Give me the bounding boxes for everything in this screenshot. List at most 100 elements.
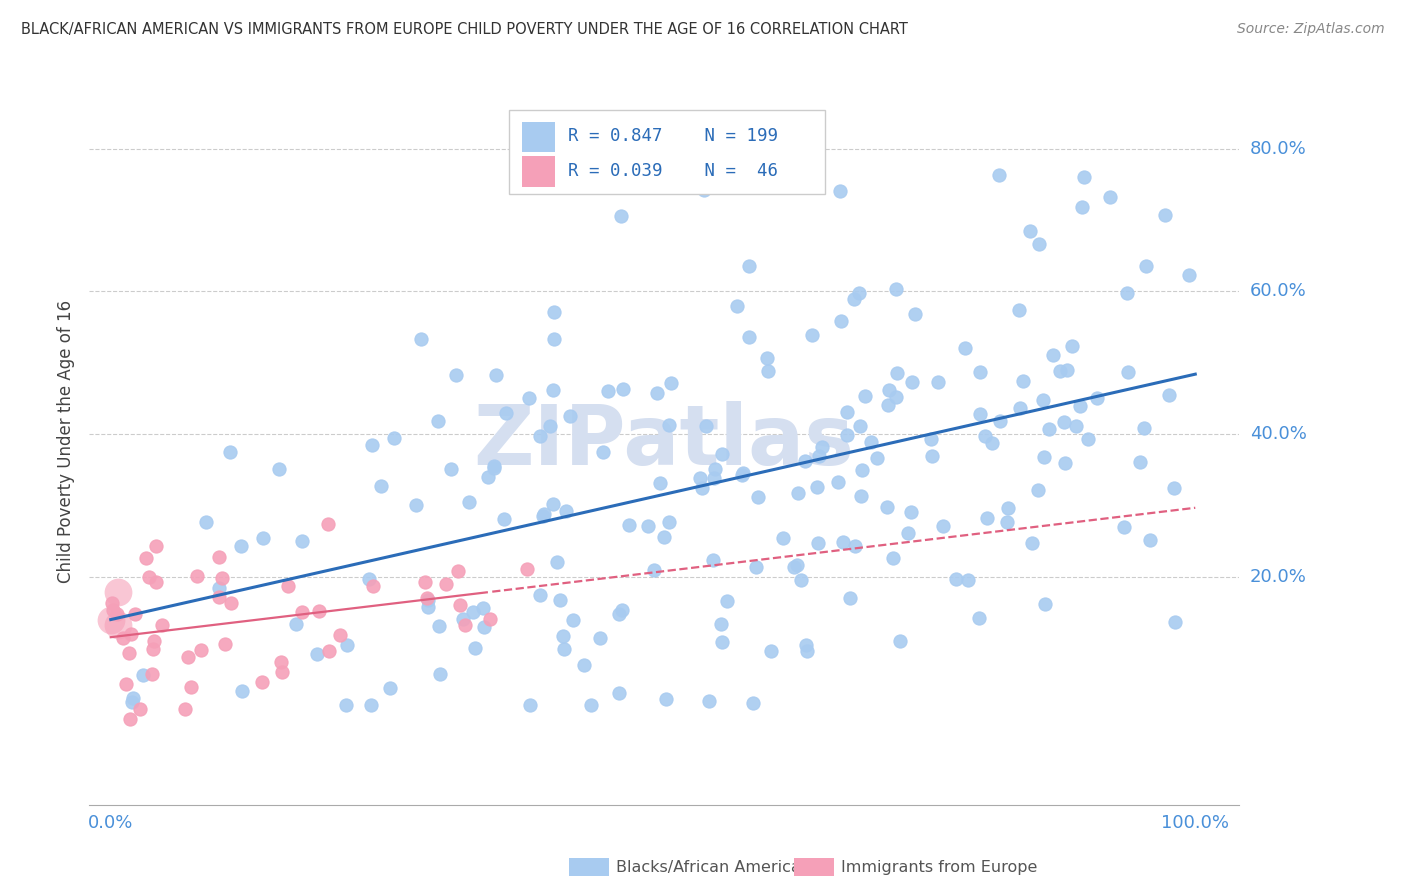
Point (360, 698, 382, 712)
Point (807, 536, 830, 550)
Point (786, 558, 808, 572)
Point (1054, 456, 1077, 470)
Point (112, 631, 135, 645)
Point (607, 607, 630, 621)
Point (543, 497, 565, 511)
Point (658, 515, 681, 529)
Point (361, 579, 384, 593)
Point (105, 607, 128, 621)
Point (186, 569, 208, 583)
Point (142, 641, 165, 656)
Point (416, 593, 439, 607)
Point (529, 429, 551, 443)
Point (1049, 364, 1071, 378)
Point (794, 453, 817, 467)
Point (142, 633, 165, 648)
Point (177, 650, 200, 665)
Point (440, 462, 463, 476)
Point (543, 305, 565, 319)
Point (652, 530, 675, 544)
Point (145, 540, 167, 554)
Text: Immigrants from Europe: Immigrants from Europe (841, 860, 1038, 874)
Point (956, 573, 979, 587)
Point (1021, 535, 1043, 549)
Point (901, 375, 924, 389)
Point (690, 481, 713, 495)
Text: R = 0.039    N =  46: R = 0.039 N = 46 (568, 161, 779, 179)
Point (1098, 189, 1121, 203)
Point (697, 693, 720, 707)
Point (291, 534, 314, 549)
Point (461, 606, 484, 620)
Point (747, 490, 769, 504)
Point (1053, 415, 1076, 429)
Point (658, 418, 681, 433)
Point (429, 667, 451, 681)
Point (308, 604, 330, 618)
Point (124, 607, 146, 622)
Point (529, 588, 551, 602)
Point (900, 505, 922, 519)
Point (1033, 450, 1056, 464)
Point (607, 686, 630, 700)
Point (794, 638, 817, 652)
Point (787, 485, 810, 500)
Point (876, 500, 898, 514)
Point (1077, 432, 1099, 446)
Point (118, 646, 141, 660)
Point (889, 634, 911, 648)
Point (801, 328, 824, 343)
Point (1064, 419, 1087, 434)
Point (849, 489, 872, 503)
Point (1028, 236, 1050, 251)
Point (806, 480, 828, 494)
Point (541, 384, 564, 398)
Point (770, 154, 793, 169)
Point (546, 555, 568, 569)
Point (121, 691, 143, 706)
Bar (523, 122, 554, 153)
Point (1129, 455, 1152, 469)
Point (357, 572, 380, 586)
Point (553, 642, 575, 657)
Text: 80.0%: 80.0% (1250, 140, 1306, 158)
Text: 20.0%: 20.0% (1250, 567, 1306, 585)
Point (1007, 302, 1029, 317)
Point (695, 419, 717, 434)
Point (405, 499, 427, 513)
Point (101, 602, 124, 616)
Point (1087, 391, 1109, 405)
Point (100, 614, 122, 628)
Point (531, 509, 554, 524)
Point (995, 515, 1018, 529)
Point (592, 445, 614, 459)
Point (426, 414, 449, 428)
Point (987, 169, 1010, 183)
Point (519, 698, 541, 712)
Point (727, 299, 749, 313)
Point (517, 391, 540, 405)
Point (553, 629, 575, 643)
Point (328, 628, 350, 642)
Point (336, 638, 359, 652)
Point (848, 286, 870, 301)
Point (645, 385, 668, 400)
Point (1033, 597, 1056, 611)
Point (416, 599, 439, 614)
Point (1139, 533, 1161, 547)
Point (479, 612, 502, 626)
Point (361, 438, 384, 452)
Point (731, 466, 754, 480)
Point (107, 618, 129, 632)
Point (837, 427, 859, 442)
Point (759, 644, 782, 658)
Point (796, 644, 818, 658)
Point (945, 572, 967, 586)
Point (997, 501, 1019, 516)
Point (877, 384, 900, 398)
Point (1012, 375, 1035, 389)
Point (921, 449, 943, 463)
Point (135, 550, 157, 565)
Point (454, 618, 477, 632)
Point (904, 307, 927, 321)
